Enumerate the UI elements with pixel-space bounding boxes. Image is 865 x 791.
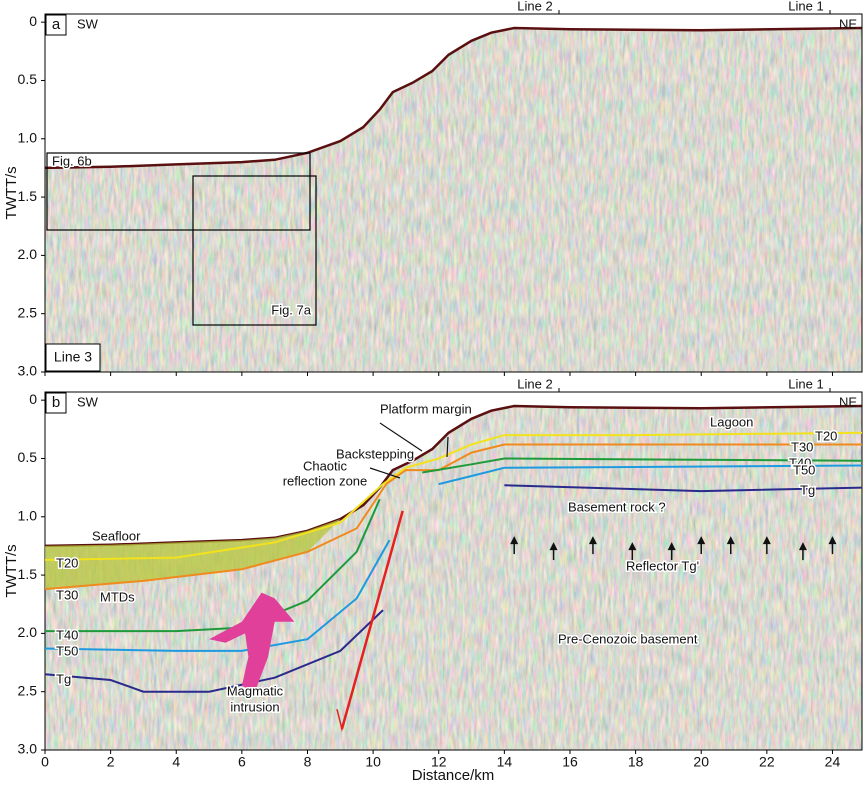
line-label: Line 1 bbox=[788, 376, 823, 391]
y-tick-label: 1.5 bbox=[18, 566, 38, 582]
annotation: MTDs bbox=[100, 589, 135, 604]
annotation: Backstepping bbox=[336, 446, 414, 461]
x-tick-label: 24 bbox=[825, 754, 841, 770]
annotation: Platform margin bbox=[380, 401, 472, 416]
x-tick-label: 16 bbox=[562, 754, 578, 770]
horizon bbox=[422, 457, 863, 474]
annotation: Tg bbox=[56, 671, 71, 686]
sw-label: SW bbox=[77, 16, 99, 31]
reflector-arrow-head bbox=[726, 536, 735, 545]
y-tick-label: 0.5 bbox=[18, 449, 38, 465]
horizon bbox=[438, 464, 863, 486]
line-label: Line 2 bbox=[517, 0, 552, 13]
line-name: Line 3 bbox=[54, 349, 92, 365]
horizon bbox=[44, 609, 384, 693]
line-name-box bbox=[45, 343, 101, 372]
x-tick-label: 0 bbox=[41, 754, 49, 770]
y-axis-label: TWTT/s bbox=[3, 166, 20, 219]
x-tick-label: 14 bbox=[497, 754, 513, 770]
annotation: Reflector Tg' bbox=[626, 558, 699, 573]
annotation: T20 bbox=[56, 555, 78, 570]
magmatic-intrusion bbox=[209, 592, 295, 692]
y-tick-label: 3.0 bbox=[18, 741, 38, 757]
reflector-arrow-head bbox=[762, 536, 771, 545]
pointer bbox=[369, 467, 401, 479]
figure-box-label: Fig. 6b bbox=[52, 153, 92, 168]
x-tick-label: 12 bbox=[431, 754, 447, 770]
reflector-arrow-head bbox=[628, 542, 637, 551]
y-tick-label: 1.0 bbox=[18, 129, 38, 145]
pointer bbox=[379, 422, 423, 452]
ne-label: NE bbox=[839, 394, 857, 409]
y-tick-label: 1.5 bbox=[18, 188, 38, 204]
annotation: Pre-Cenozoic basement bbox=[558, 631, 698, 646]
horizon bbox=[504, 484, 863, 493]
annotation: Seafloor bbox=[92, 528, 141, 543]
annotation: Basement rock ? bbox=[568, 499, 666, 514]
fault bbox=[340, 510, 404, 730]
figure-box bbox=[192, 175, 317, 326]
y-tick-label: 2.0 bbox=[18, 624, 38, 640]
y-tick-label: 0.5 bbox=[18, 71, 38, 87]
panel-frame bbox=[44, 13, 863, 373]
x-tick-label: 4 bbox=[172, 754, 180, 770]
panel-letter-box bbox=[45, 392, 67, 414]
reflector-arrow-head bbox=[667, 542, 676, 551]
annotation: T30 bbox=[56, 587, 78, 602]
line-label: Line 1 bbox=[788, 0, 823, 13]
y-axis-label: TWTT/s bbox=[3, 544, 20, 597]
horizon bbox=[44, 431, 863, 561]
x-tick-label: 8 bbox=[304, 754, 312, 770]
figure-box bbox=[46, 152, 311, 231]
annotation: T30 bbox=[791, 439, 813, 454]
annotation: T40 bbox=[789, 455, 811, 470]
x-tick-label: 10 bbox=[365, 754, 381, 770]
annotation: T20 bbox=[815, 428, 837, 443]
y-tick-label: 2.0 bbox=[18, 246, 38, 262]
reflector-arrow-head bbox=[510, 536, 519, 545]
x-tick-label: 6 bbox=[238, 754, 246, 770]
y-tick-label: 2.5 bbox=[18, 682, 38, 698]
annotation: T50 bbox=[56, 643, 78, 658]
pointer bbox=[446, 436, 449, 458]
x-tick-label: 2 bbox=[107, 754, 115, 770]
y-tick-label: 2.5 bbox=[18, 304, 38, 320]
horizon bbox=[44, 539, 391, 652]
reflector-arrow-head bbox=[588, 536, 597, 545]
annotation: Chaotic bbox=[303, 458, 348, 473]
sw-label: SW bbox=[77, 394, 99, 409]
line-label: Line 2 bbox=[517, 376, 552, 391]
annotation: Lagoon bbox=[710, 414, 753, 429]
seismic-section bbox=[45, 28, 862, 372]
reflector-arrow-head bbox=[798, 542, 807, 551]
figure-box-label: Fig. 7a bbox=[271, 302, 312, 317]
y-tick-label: 0 bbox=[29, 391, 37, 407]
y-tick-label: 3.0 bbox=[18, 363, 38, 379]
annotation: intrusion bbox=[230, 699, 279, 714]
fault-arrow bbox=[336, 705, 350, 732]
x-tick-label: 22 bbox=[759, 754, 775, 770]
reflector-arrow-head bbox=[697, 536, 706, 545]
reflector-arrow-head bbox=[828, 536, 837, 545]
reflector-arrow-head bbox=[549, 542, 558, 551]
x-tick-label: 18 bbox=[628, 754, 644, 770]
horizon bbox=[44, 443, 862, 591]
panel-letter-box bbox=[45, 14, 67, 36]
annotation: reflection zone bbox=[283, 473, 368, 488]
y-tick-label: 1.0 bbox=[18, 507, 38, 523]
annotation: T50 bbox=[793, 462, 815, 477]
ne-label: NE bbox=[839, 16, 857, 31]
annotation: Magmatic bbox=[227, 683, 284, 698]
panel-letter: b bbox=[52, 394, 60, 411]
annotation: Tg bbox=[800, 482, 815, 497]
annotation: T40 bbox=[56, 627, 78, 642]
x-tick-label: 20 bbox=[693, 754, 709, 770]
y-tick-label: 0 bbox=[29, 13, 37, 29]
x-axis-label: Distance/km bbox=[412, 767, 495, 784]
panel-letter: a bbox=[52, 16, 61, 33]
seafloor-reflector bbox=[44, 26, 863, 170]
